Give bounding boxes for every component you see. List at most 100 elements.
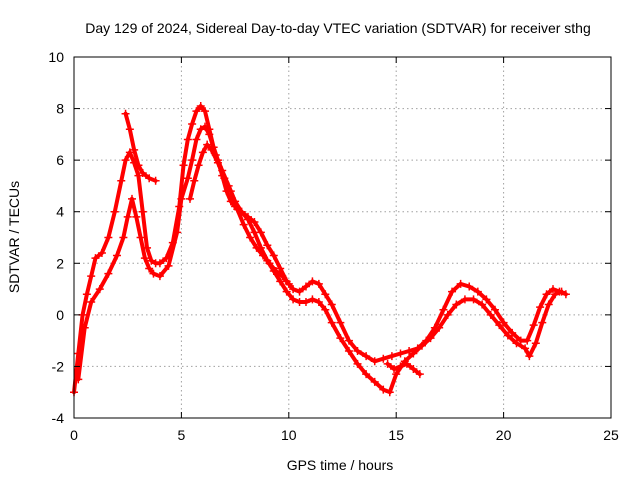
y-tick-label: 8 (56, 101, 64, 117)
chart-title: Day 129 of 2024, Sidereal Day-to-day VTE… (85, 20, 591, 36)
data-point (308, 295, 317, 304)
x-axis-label: GPS time / hours (287, 457, 394, 473)
data-point (138, 207, 147, 216)
data-point (95, 285, 104, 294)
data-point (542, 290, 551, 299)
data-point (110, 207, 119, 216)
data-point (164, 261, 173, 270)
data-point (149, 269, 158, 278)
data-point (314, 297, 323, 306)
data-point (383, 359, 392, 368)
y-tick-label: 4 (56, 204, 64, 220)
data-point (233, 205, 242, 214)
data-point (82, 290, 91, 299)
data-point (119, 233, 128, 242)
data-point (465, 282, 474, 291)
data-point (482, 295, 491, 304)
data-point (97, 248, 106, 257)
data-point (370, 377, 379, 386)
data-point (284, 279, 293, 288)
data-point (243, 215, 252, 224)
data-point (74, 375, 83, 384)
data-point (201, 107, 210, 116)
data-point (289, 295, 298, 304)
data-point (132, 212, 141, 221)
data-point (220, 174, 229, 183)
data-point (127, 194, 136, 203)
data-point (269, 251, 278, 260)
y-tick-label: -2 (52, 358, 65, 374)
series-line (123, 111, 158, 183)
data-point (179, 161, 188, 170)
data-point (521, 344, 530, 353)
series-line (72, 104, 568, 395)
data-point (531, 339, 540, 348)
data-point (402, 359, 411, 368)
data-point (207, 145, 216, 154)
data-point (138, 169, 147, 178)
data-point (271, 267, 280, 276)
data-point (491, 305, 500, 314)
series-group (70, 101, 570, 397)
data-point (87, 272, 96, 281)
data-point (353, 359, 362, 368)
data-point (226, 187, 235, 196)
series-track-d (185, 140, 293, 288)
data-point (336, 334, 345, 343)
data-point (344, 336, 353, 345)
data-point (121, 109, 130, 118)
data-point (213, 158, 222, 167)
x-tick-label: 15 (388, 427, 404, 443)
data-point (192, 135, 201, 144)
data-point (134, 171, 143, 180)
data-point (155, 259, 164, 268)
data-point (561, 290, 570, 299)
data-point (246, 233, 255, 242)
data-point (390, 365, 399, 374)
data-point (549, 285, 558, 294)
data-point (276, 277, 285, 286)
data-point (370, 357, 379, 366)
data-point (551, 290, 560, 299)
data-point (478, 300, 487, 309)
data-point (239, 220, 248, 229)
data-point (147, 256, 156, 265)
data-point (194, 161, 203, 170)
data-point (456, 279, 465, 288)
y-tick-label: 2 (56, 255, 64, 271)
axis-ticks: 0 5 10 15 20 25 -4 -2 0 2 4 6 8 10 (48, 49, 619, 443)
series-line (385, 361, 422, 377)
data-point (557, 287, 566, 296)
series-track-e (383, 359, 424, 379)
data-point (379, 354, 388, 363)
data-point (130, 145, 139, 154)
data-point (353, 346, 362, 355)
data-point (263, 241, 272, 250)
data-point (123, 212, 132, 221)
data-point (417, 341, 426, 350)
data-point (426, 334, 435, 343)
data-point (486, 310, 495, 319)
data-point (415, 370, 424, 379)
data-point (252, 243, 261, 252)
data-point (314, 279, 323, 288)
data-point (327, 300, 336, 309)
data-point (448, 287, 457, 296)
data-point (104, 233, 113, 242)
data-point (125, 125, 134, 134)
data-point (259, 251, 268, 260)
gridlines (74, 57, 611, 418)
data-point (473, 287, 482, 296)
data-point (87, 297, 96, 306)
data-point (117, 176, 126, 185)
data-point (396, 349, 405, 358)
data-point (321, 290, 330, 299)
data-point (188, 156, 197, 165)
data-point (538, 318, 547, 327)
data-point (409, 349, 418, 358)
x-tick-label: 20 (496, 427, 512, 443)
data-point (190, 176, 199, 185)
data-point (91, 254, 100, 263)
data-point (405, 346, 414, 355)
data-point (443, 310, 452, 319)
